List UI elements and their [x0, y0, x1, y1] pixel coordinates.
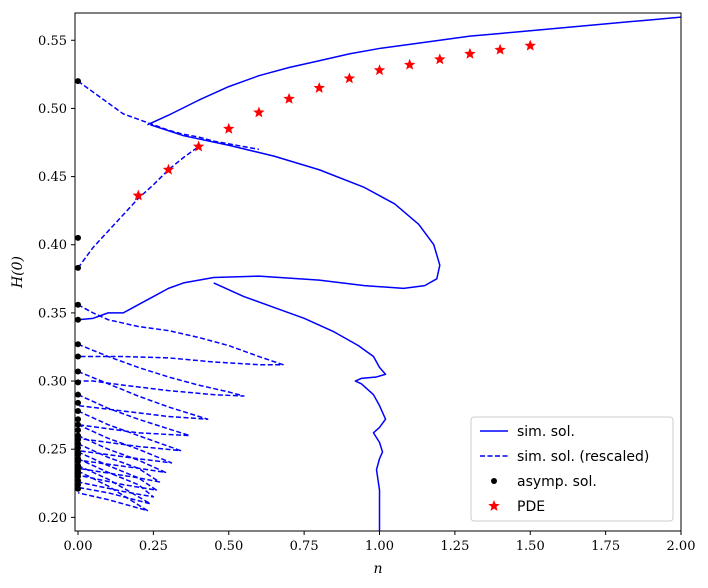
rescaled-series-line-12 [77, 443, 161, 483]
sim-series-line-0 [147, 16, 681, 126]
legend-entry: sim. sol. (rescaled) [480, 449, 649, 465]
series-layer [77, 16, 681, 531]
pde-point [223, 122, 235, 134]
x-tick-label: 0.00 [64, 539, 93, 554]
rescaled-series-line-7 [77, 370, 209, 420]
asymp-point [75, 391, 82, 398]
legend-entry: PDE [488, 499, 545, 515]
asymp-point [75, 408, 82, 415]
rescaled-series-line-6 [77, 343, 245, 397]
asymp-point [75, 421, 82, 428]
asymp-point [75, 399, 82, 406]
legend-label: sim. sol. (rescaled) [517, 449, 649, 465]
y-tick-label: 0.30 [38, 375, 67, 390]
asymp-point [75, 368, 82, 375]
rescaled-series-line-5 [77, 304, 284, 366]
asymp-point [75, 316, 82, 323]
x-axis-ticks: 0.00 0.25 0.50 0.75 1.00 1.25 1.50 1.75 2.00 [64, 531, 696, 554]
pde-point [132, 189, 145, 201]
asymp-point [75, 427, 82, 434]
rescaled-series-line-4 [77, 145, 200, 269]
pde-point [313, 81, 325, 93]
legend-star-marker [488, 500, 500, 511]
x-tick-label: 1.25 [440, 539, 469, 554]
rescaled-series-line-8 [77, 393, 191, 437]
y-tick-label: 0.25 [38, 443, 67, 458]
legend-label: sim. sol. [517, 424, 575, 440]
legend-dot-marker [491, 478, 497, 484]
asymp-point [75, 234, 82, 241]
pde-point [283, 92, 295, 104]
pde-point [253, 106, 265, 118]
pde-point [162, 163, 175, 175]
asymp-point [75, 379, 82, 386]
rescaled-series-line-15 [77, 464, 152, 505]
asymp-point [75, 264, 82, 271]
asymp-point [75, 78, 82, 85]
y-tick-label: 0.45 [38, 170, 67, 185]
rescaled-series-line-3 [77, 80, 260, 151]
y-tick-label: 0.20 [38, 511, 67, 526]
y-axis-ticks: 0.20 0.25 0.30 0.35 0.40 0.45 0.50 0.55 [38, 34, 75, 526]
pde-point [494, 43, 506, 55]
pde-point [524, 39, 536, 51]
legend-label: asymp. sol. [517, 474, 597, 490]
rescaled-series-line-10 [77, 423, 173, 464]
legend-box [470, 416, 674, 522]
y-axis-label: H(0) [10, 256, 26, 289]
x-tick-label: 0.25 [139, 539, 168, 554]
plot-frame [74, 12, 682, 532]
y-tick-label: 0.55 [38, 34, 67, 49]
x-tick-label: 2.00 [667, 539, 696, 554]
legend-label: PDE [517, 499, 545, 515]
x-tick-label: 1.50 [516, 539, 545, 554]
sim-series-line-1 [77, 124, 441, 321]
asymp-point [75, 301, 82, 308]
y-tick-label: 0.35 [38, 306, 67, 321]
rescaled-series-line-13 [77, 451, 158, 491]
x-axis-label: n [373, 561, 382, 577]
x-tick-label: 1.00 [365, 539, 394, 554]
legend-entry: asymp. sol. [491, 474, 597, 490]
legend: sim. sol. sim. sol. (rescaled) asymp. sol.… [470, 416, 674, 522]
asymp-point [75, 485, 82, 492]
legend-entry: sim. sol. [480, 424, 575, 440]
rescaled-series-line-16 [77, 470, 149, 512]
pde-point [373, 64, 386, 76]
sim-series-line-2 [213, 282, 387, 531]
y-tick-label: 0.50 [38, 102, 67, 117]
asymp-point [75, 416, 82, 423]
pde-point [192, 140, 205, 152]
pde-point [343, 72, 356, 84]
marker-layer [75, 39, 536, 492]
x-tick-label: 1.75 [591, 539, 620, 554]
y-tick-label: 0.40 [38, 238, 67, 253]
x-tick-label: 0.75 [290, 539, 319, 554]
asymp-point [75, 341, 82, 348]
x-tick-label: 0.50 [214, 539, 243, 554]
rescaled-series-line-11 [77, 434, 167, 474]
asymp-point [75, 353, 82, 360]
pde-point [403, 58, 416, 70]
pde-point [434, 53, 446, 65]
pde-point [464, 47, 476, 59]
